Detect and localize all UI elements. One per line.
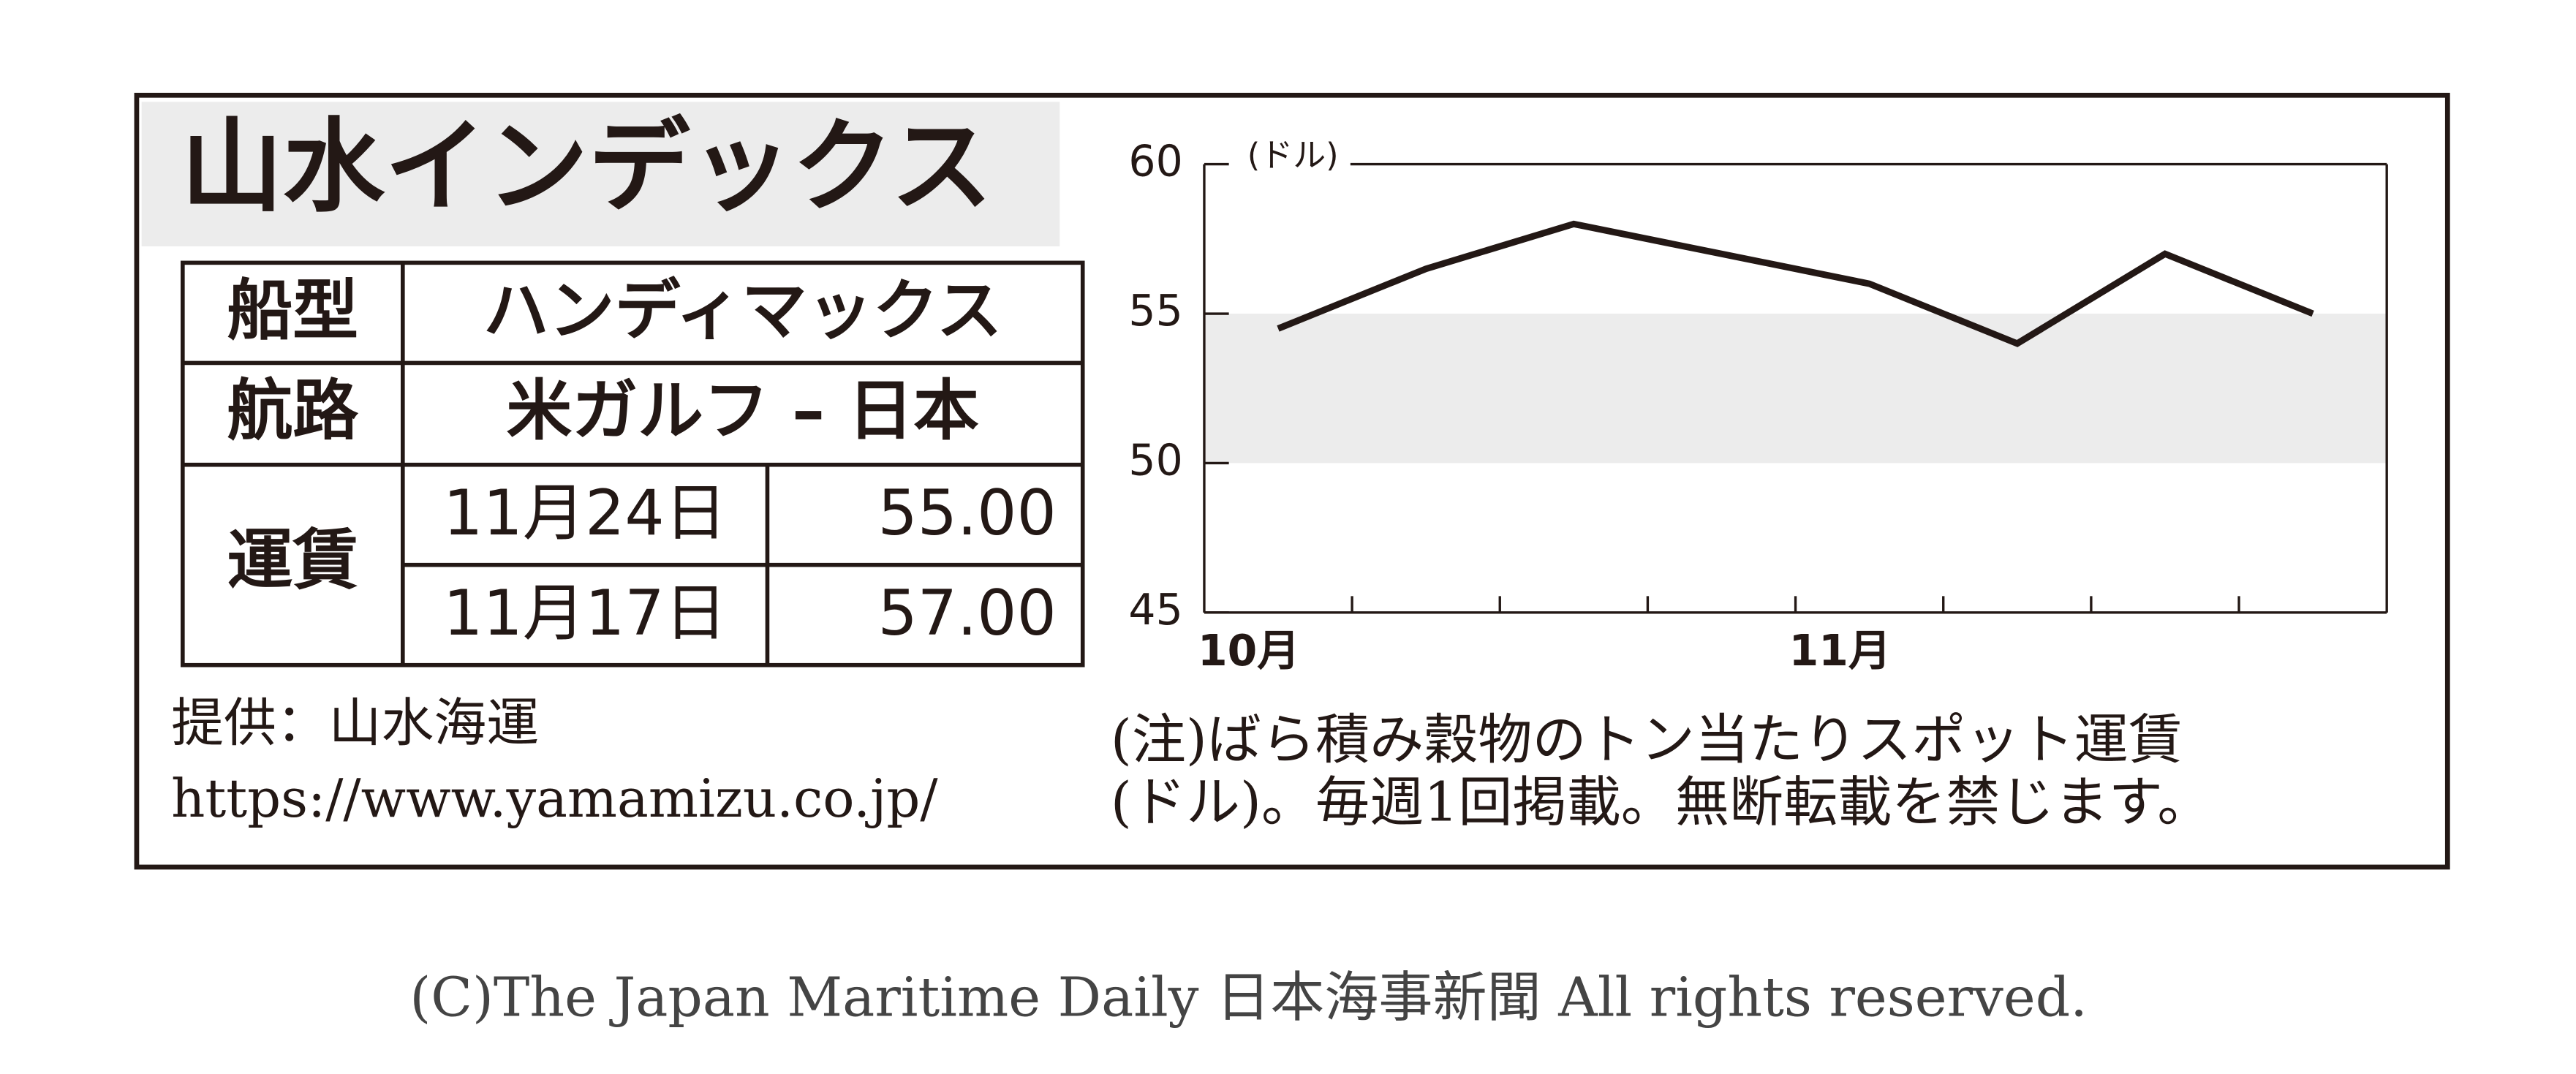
y-tick-label: 55: [1128, 286, 1182, 336]
note: (ドル)。毎週1回掲載。無断転載を禁じます。: [1111, 771, 2212, 833]
shaded-band: [1204, 314, 2387, 464]
table-cell: 55.00: [877, 477, 1056, 550]
y-axis-unit: (ドル): [1247, 136, 1339, 175]
table-cell: 11月17日: [443, 578, 727, 650]
y-tick-label: 50: [1128, 436, 1182, 485]
table-cell: 船型: [227, 273, 358, 349]
table-cell: 航路: [227, 374, 358, 450]
table-cell: 運賃: [227, 523, 358, 599]
note: (注)ばら積み穀物のトン当たりスポット運賃: [1111, 708, 2183, 771]
table-cell: 57.00: [877, 578, 1056, 650]
title-background: [141, 102, 1060, 246]
table-cell: 米ガルフ – 日本: [507, 374, 980, 450]
x-tick-label: 11月: [1789, 626, 1892, 676]
table-grid: [181, 260, 1085, 668]
table-cell: ハンディマックス: [483, 273, 1002, 349]
y-tick-label: 60: [1128, 137, 1182, 186]
data-line: [1277, 220, 2314, 347]
copyright: (C)The Japan Maritime Daily 日本海事新聞 All r…: [409, 967, 2087, 1029]
provider-url: https://www.yamamizu.co.jp/: [171, 768, 938, 829]
outer-frame: [134, 92, 2450, 870]
title: 山水インデックス: [181, 107, 993, 226]
provider: 提供：山水海運: [171, 692, 539, 754]
y-tick-label: 45: [1128, 585, 1182, 635]
table-cell: 11月24日: [443, 477, 727, 550]
chart: (ドル) 45 50 55 60 10月 11月: [1128, 136, 2388, 676]
x-tick-label: 10月: [1198, 626, 1300, 676]
